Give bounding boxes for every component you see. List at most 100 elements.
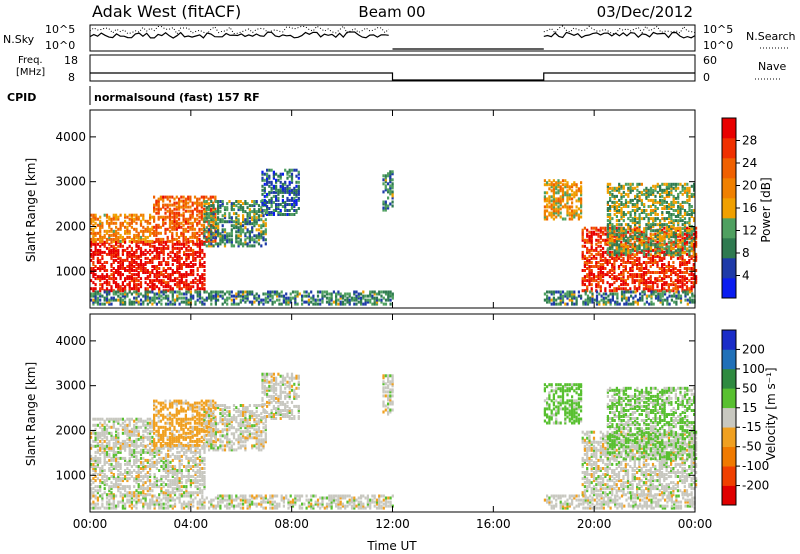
heatmap-cell [647, 219, 650, 223]
heatmap-cell [217, 230, 220, 234]
heatmap-cell [124, 269, 127, 272]
heatmap-cell [135, 479, 138, 483]
heatmap-cell [149, 261, 152, 264]
heatmap-cell [663, 271, 666, 274]
heatmap-cell [681, 205, 684, 208]
heatmap-cell [208, 220, 211, 224]
heatmap-cell [201, 265, 204, 268]
heatmap-cell [189, 217, 192, 221]
heatmap-cell [690, 271, 693, 274]
heatmap-cell [652, 237, 655, 241]
heatmap-cell [645, 215, 648, 218]
heatmap-cell [690, 227, 693, 231]
heatmap-cell [275, 188, 278, 192]
heatmap-cell [629, 267, 632, 270]
heatmap-cell [92, 302, 95, 306]
heatmap-cell [661, 250, 664, 254]
heatmap-cell [201, 285, 204, 289]
heatmap-cell [638, 256, 641, 260]
heatmap-cell [667, 275, 670, 279]
heatmap-cell [266, 194, 269, 198]
heatmap-cell [674, 251, 677, 255]
heatmap-cell [645, 245, 648, 249]
heatmap-cell [690, 215, 693, 218]
heatmap-cell [683, 247, 687, 251]
heatmap-cell [312, 294, 315, 298]
heatmap-cell [668, 186, 671, 190]
heatmap-cell [647, 248, 650, 252]
heatmap-cell [353, 290, 356, 294]
heatmap-cell [124, 229, 127, 233]
heatmap-cell [559, 203, 562, 207]
heatmap-cell [185, 271, 188, 274]
heatmap-cell [561, 195, 565, 199]
heatmap-cell [183, 285, 186, 289]
heatmap-cell [668, 192, 671, 196]
heatmap-cell [153, 219, 156, 223]
heatmap-cell [208, 292, 211, 296]
heatmap-cell [144, 467, 147, 470]
heatmap-cell [692, 283, 695, 287]
heatmap-cell [135, 256, 138, 260]
heatmap-cell [128, 300, 131, 304]
heatmap-cell [121, 479, 124, 483]
heatmap-cell [253, 200, 256, 203]
heatmap-cell [164, 290, 168, 294]
heatmap-cell [173, 223, 176, 227]
heatmap-cell [263, 198, 266, 202]
heatmap-cell [629, 219, 632, 223]
heatmap-cell [137, 467, 140, 470]
heatmap-cell [630, 302, 633, 306]
heatmap-cell [681, 271, 684, 274]
heatmap-cell [613, 228, 616, 232]
heatmap-cell [656, 261, 659, 264]
heatmap-cell [666, 298, 669, 302]
heatmap-cell [189, 221, 192, 225]
heatmap-cell [208, 206, 211, 210]
heatmap-cell [101, 477, 104, 481]
heatmap-cell [590, 244, 593, 248]
heatmap-cell [171, 225, 174, 229]
heatmap-cell [391, 190, 394, 194]
heatmap-cell [105, 237, 109, 241]
heatmap-cell [117, 298, 120, 302]
heatmap-cell [169, 279, 172, 283]
heatmap-cell [552, 179, 555, 183]
heatmap-cell [193, 195, 197, 199]
heatmap-cell [139, 448, 143, 452]
heatmap-cell [142, 213, 145, 217]
heatmap-cell [654, 200, 657, 204]
heatmap-cell [593, 298, 596, 302]
heatmap-cell [214, 218, 217, 222]
heatmap-cell [155, 279, 158, 283]
heatmap-cell [121, 298, 124, 302]
heatmap-cell [353, 298, 356, 302]
heatmap-cell [670, 235, 673, 239]
heatmap-cell [196, 283, 199, 287]
heatmap-cell [543, 215, 546, 219]
heatmap-cell [606, 273, 609, 277]
heatmap-cell [153, 205, 156, 209]
heatmap-cell [627, 205, 630, 208]
heatmap-cell [203, 220, 206, 224]
heatmap-cell [629, 225, 632, 229]
heatmap-cell [157, 203, 160, 207]
heatmap-cell [640, 233, 643, 237]
heatmap-cell [348, 298, 351, 302]
heatmap-cell [391, 186, 394, 190]
heatmap-cell [592, 232, 596, 236]
heatmap-cell [144, 294, 147, 298]
heatmap-cell [659, 239, 662, 243]
heatmap-cell [677, 211, 680, 214]
heatmap-cell [101, 265, 104, 268]
heatmap-cell [178, 287, 181, 291]
heatmap-cell [99, 487, 102, 491]
heatmap-cell [189, 294, 192, 298]
heatmap-cell [153, 231, 156, 235]
heatmap-cell [328, 292, 331, 296]
heatmap-cell [130, 237, 133, 241]
heatmap-cell [151, 460, 154, 464]
heatmap-cell [126, 292, 129, 296]
heatmap-cell [615, 209, 618, 212]
heatmap-cell [685, 261, 689, 264]
